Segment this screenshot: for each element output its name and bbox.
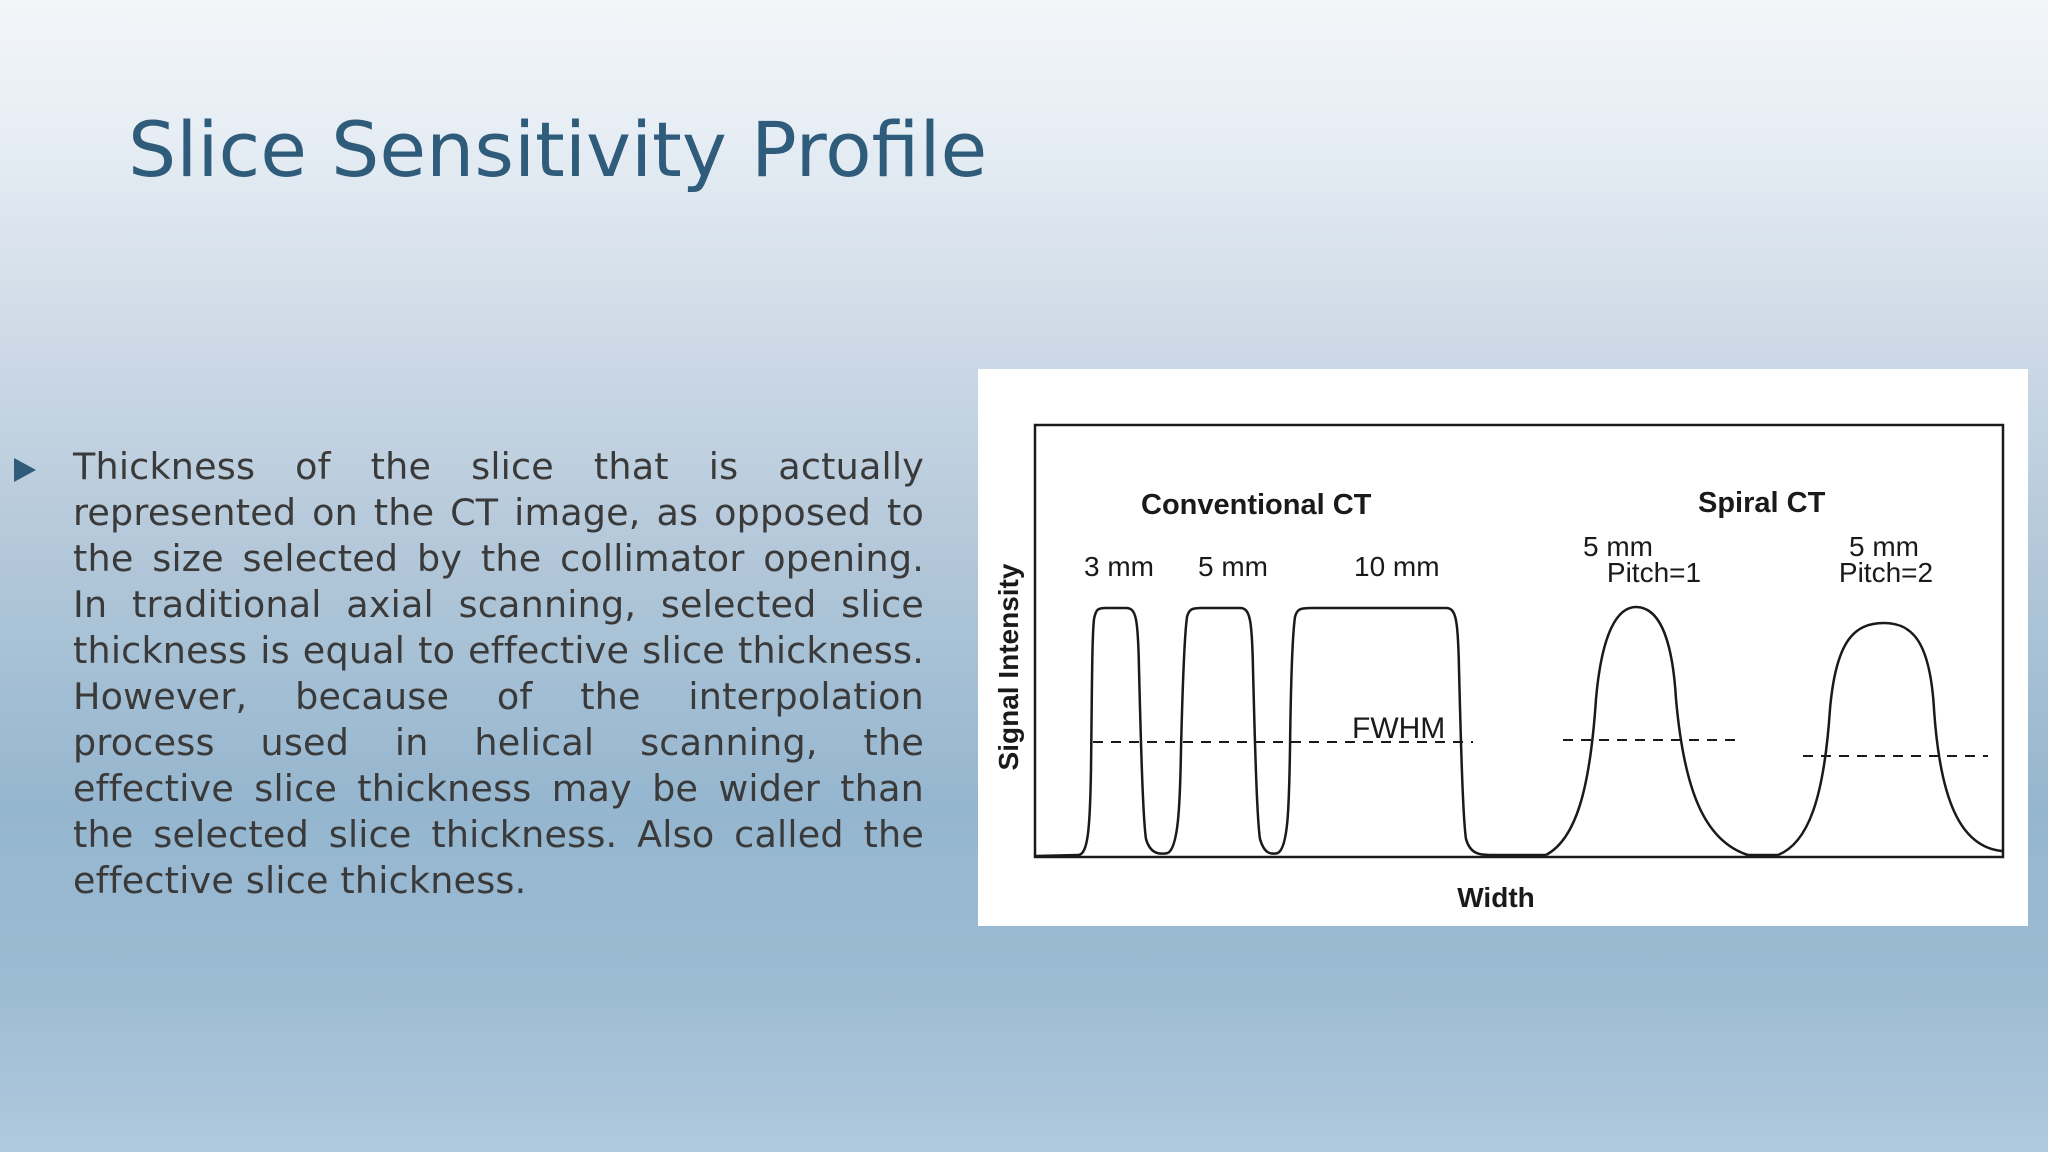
label-spiral1-pitch: Pitch=1 [1607, 557, 1701, 588]
triangle-bullet-icon [14, 458, 36, 482]
label-3mm: 3 mm [1084, 551, 1154, 582]
profile-10mm [1277, 606, 1546, 857]
label-spiral2-pitch: Pitch=2 [1839, 557, 1933, 588]
profile-spiral-pitch2 [1777, 621, 2003, 857]
label-spiral1-thickness: 5 mm [1583, 531, 1653, 562]
conventional-ct-label: Conventional CT [1141, 489, 1372, 521]
spiral-ct-label: Spiral CT [1698, 487, 1826, 519]
bullet-text: Thickness of the slice that is actually … [73, 445, 924, 902]
slice-profile-diagram: Conventional CT Spiral CT 3 mm 5 mm 10 m… [993, 423, 2005, 913]
fwhm-label: FWHM [1352, 712, 1445, 745]
profile-3mm [1035, 606, 1169, 858]
bullet-list: Thickness of the slice that is actually … [14, 444, 924, 904]
slide-title: Slice Sensitivity Profile [128, 105, 988, 194]
slice-profile-figure: Conventional CT Spiral CT 3 mm 5 mm 10 m… [978, 369, 2028, 926]
label-10mm: 10 mm [1354, 551, 1440, 582]
x-axis-label: Width [1457, 882, 1535, 913]
label-5mm: 5 mm [1198, 551, 1268, 582]
plot-frame [1033, 423, 2005, 859]
profile-5mm [1167, 606, 1279, 855]
profile-spiral-pitch1 [1545, 605, 1778, 857]
y-axis-label: Signal Intensity [993, 563, 1024, 770]
label-spiral2-thickness: 5 mm [1849, 531, 1919, 562]
